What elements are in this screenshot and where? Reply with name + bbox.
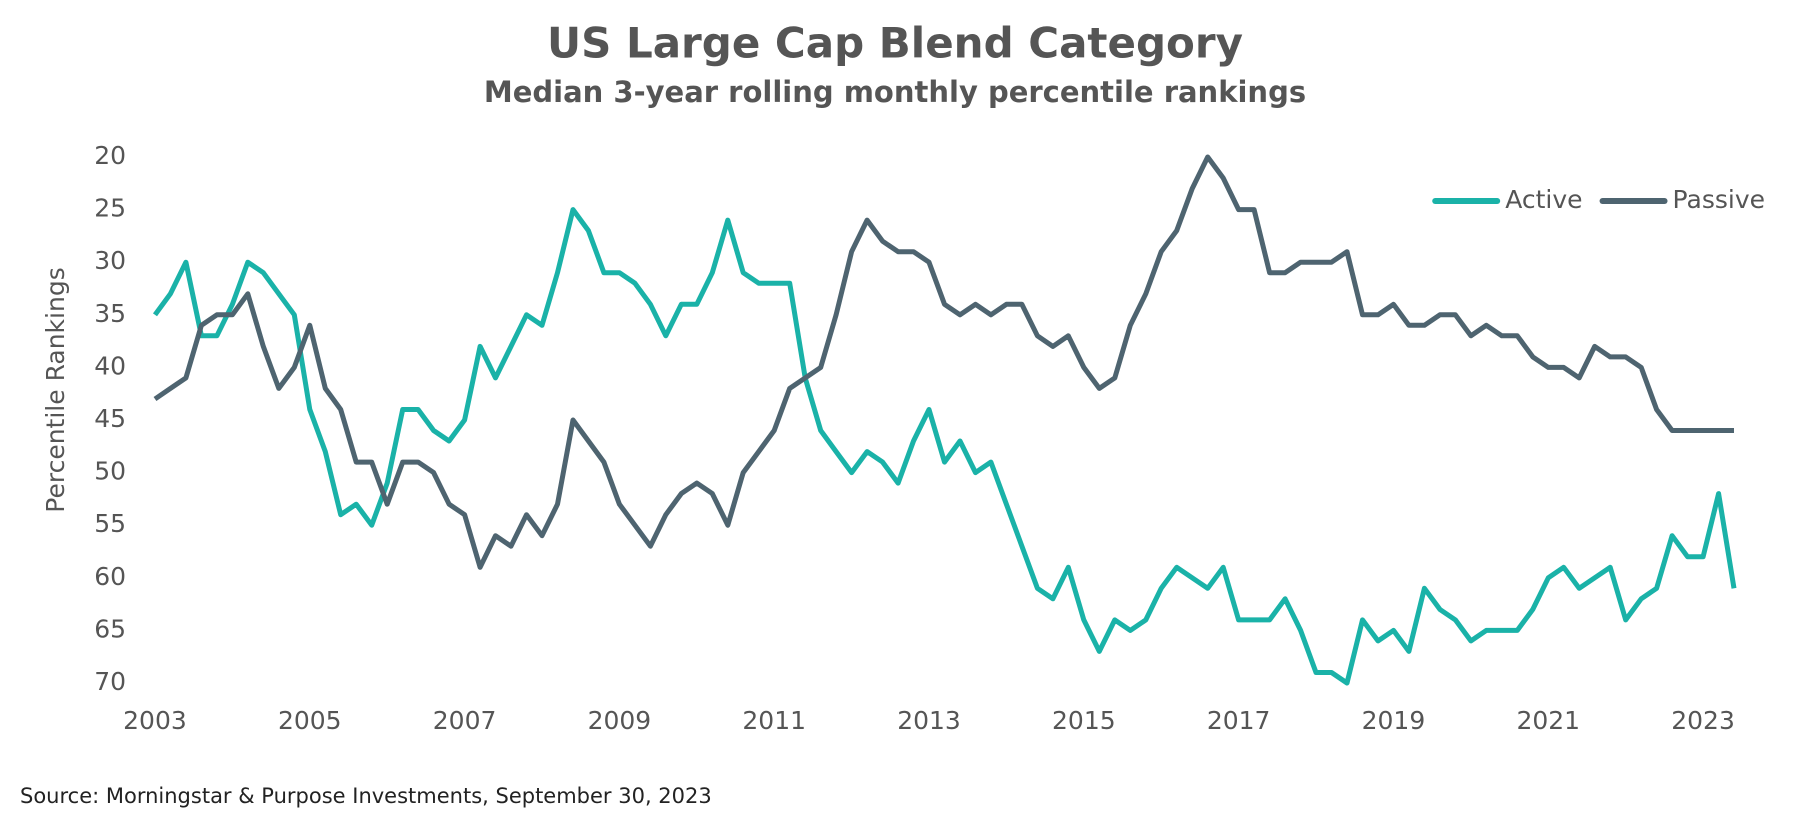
y-tick-label: 30: [94, 246, 126, 275]
source-note: Source: Morningstar & Purpose Investment…: [20, 784, 712, 808]
x-tick-label: 2013: [897, 706, 961, 735]
data-line: [152, 207, 1737, 686]
chart-title: US Large Cap Blend Category: [547, 19, 1243, 68]
x-tick-label: 2019: [1362, 706, 1426, 735]
y-tick-label: 25: [94, 194, 126, 223]
data-line: [153, 154, 1734, 570]
y-tick-label: 40: [94, 351, 126, 380]
y-tick-label: 50: [94, 457, 126, 486]
y-tick-label: 65: [94, 614, 126, 643]
legend-label: Passive: [1673, 185, 1765, 214]
y-tick-label: 70: [94, 667, 126, 696]
x-tick-label: 2015: [1052, 706, 1116, 735]
x-tick-label: 2021: [1516, 706, 1580, 735]
x-tick-label: 2007: [433, 706, 497, 735]
x-tick-label: 2005: [278, 706, 342, 735]
y-tick-label: 60: [94, 562, 126, 591]
y-axis-title: Percentile Rankings: [41, 267, 70, 512]
y-tick-label: 45: [94, 404, 126, 433]
y-tick-label: 35: [94, 299, 126, 328]
chart-subtitle: Median 3-year rolling monthly percentile…: [484, 75, 1306, 109]
y-tick-label: 20: [94, 141, 126, 170]
x-tick-label: 2003: [123, 706, 187, 735]
x-tick-label: 2023: [1671, 706, 1735, 735]
y-tick-label: 55: [94, 509, 126, 538]
x-tick-label: 2017: [1207, 706, 1271, 735]
x-tick-label: 2011: [742, 706, 806, 735]
legend-label: Active: [1505, 185, 1582, 214]
x-tick-label: 2009: [588, 706, 652, 735]
